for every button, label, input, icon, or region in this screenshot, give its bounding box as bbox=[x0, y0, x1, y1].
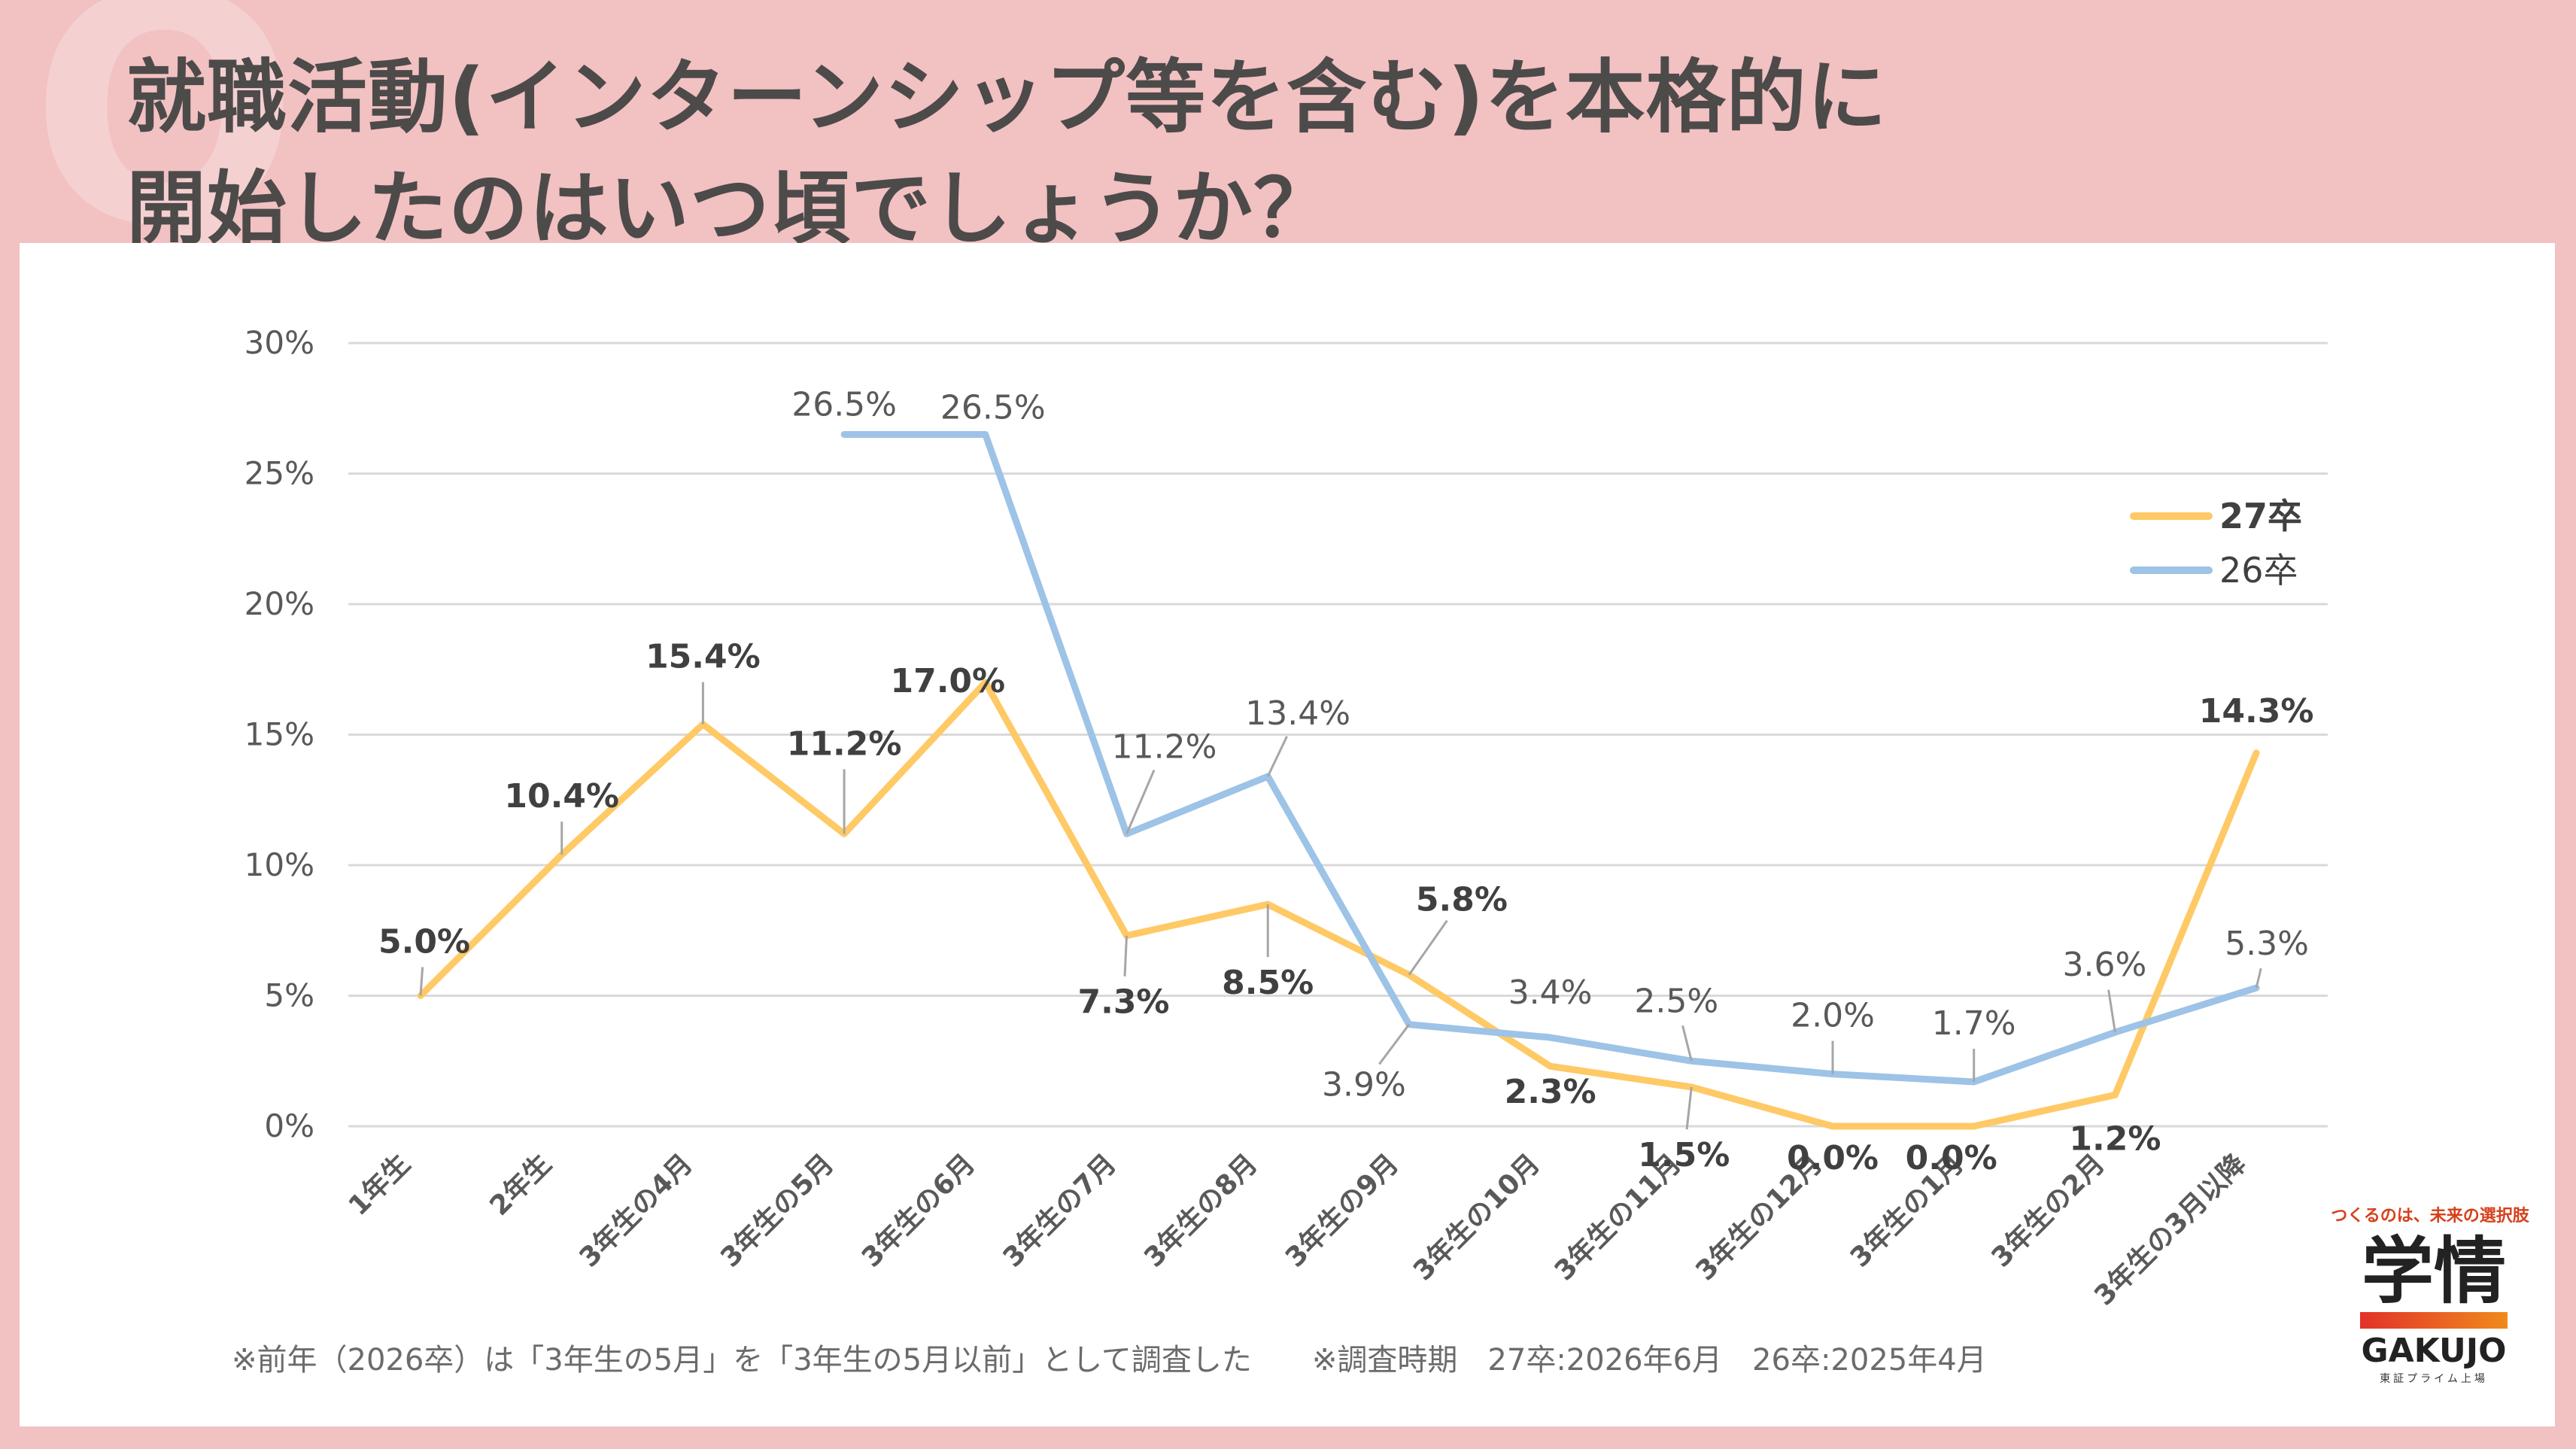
data-labels: 5.0% 10.4% 15.4% 11.2% 17.0% 7.3% 8.5% 5.8% 2.3%… bbox=[378, 385, 2313, 1177]
label-leader bbox=[2255, 968, 2262, 989]
y-tick-label: 0% bbox=[264, 1107, 314, 1144]
logo-tagline: つくるのは、未来の選択肢 bbox=[2331, 1207, 2529, 1226]
x-tick-label: 3年生の3月以降 bbox=[2088, 1148, 2252, 1311]
x-tick-label: 3年生の8月 bbox=[1138, 1148, 1263, 1273]
data-label: 11.2% bbox=[1112, 728, 1217, 766]
data-label: 13.4% bbox=[1245, 694, 1350, 733]
x-tick-label: 3年生の10月 bbox=[1408, 1148, 1546, 1286]
y-tick-label: 30% bbox=[245, 324, 314, 361]
y-tick-label: 10% bbox=[245, 846, 314, 883]
grid-lines bbox=[348, 342, 2328, 1128]
data-label: 26.5% bbox=[940, 388, 1046, 427]
y-tick-label: 5% bbox=[264, 977, 314, 1014]
label-leader bbox=[419, 967, 424, 996]
page-title-line1: 就職活動(インターンシップ等を含む)を本格的に bbox=[126, 51, 1888, 144]
x-tick-label: 2年生 bbox=[484, 1148, 557, 1222]
line-chart: 0%5%10%15%20%25%30% 1年生 2年生 3年生の4月 3年生の5月 3年… bbox=[245, 324, 2328, 1312]
data-label: 11.2% bbox=[787, 724, 902, 763]
x-tick-label: 1年生 bbox=[343, 1148, 417, 1222]
label-leader bbox=[1681, 1025, 1693, 1062]
page-title-line2: 開始したのはいつ頃でしょうか？ bbox=[126, 163, 1334, 255]
label-leader bbox=[1123, 935, 1128, 977]
logo-name: GAKUJO bbox=[2361, 1332, 2507, 1370]
series-line-previous bbox=[840, 430, 2260, 1086]
data-label: 2.5% bbox=[1634, 982, 1718, 1020]
y-tick-label: 20% bbox=[245, 585, 314, 622]
y-axis-ticks: 0% 5% 10% 15% 20% 25% 30% bbox=[245, 324, 314, 1144]
data-label: 7.3% bbox=[1077, 983, 1169, 1022]
data-label: 17.0% bbox=[890, 662, 1005, 700]
x-tick-label: 3年生の4月 bbox=[574, 1148, 699, 1273]
decorative-q-glyph: Q bbox=[30, 0, 299, 296]
data-label: 3.6% bbox=[2063, 946, 2147, 984]
data-label: 3.4% bbox=[1508, 974, 1593, 1012]
data-label: 1.5% bbox=[1638, 1136, 1730, 1174]
series-lines bbox=[417, 430, 2260, 1130]
data-label: 1.2% bbox=[2069, 1119, 2161, 1158]
label-leader bbox=[1685, 1086, 1693, 1130]
data-label: 5.3% bbox=[2225, 925, 2309, 963]
data-label: 26.5% bbox=[791, 385, 897, 424]
label-leader bbox=[1125, 769, 1156, 834]
data-label: 2.3% bbox=[1505, 1073, 1596, 1111]
data-label: 5.8% bbox=[1416, 881, 1508, 919]
data-label: 10.4% bbox=[504, 777, 619, 816]
x-tick-label: 3年生の6月 bbox=[856, 1148, 981, 1273]
footnote: ※前年（2026卒）は「3年生の5月」を「3年生の5月以前」として調査した ※調… bbox=[232, 1343, 1987, 1378]
data-label: 2.0% bbox=[1791, 997, 1875, 1035]
label-leader bbox=[1408, 919, 1448, 976]
label-leader-lines bbox=[419, 682, 2262, 1130]
logo-color-bar bbox=[2360, 1312, 2508, 1329]
data-label: 5.0% bbox=[378, 923, 470, 961]
y-tick-label: 25% bbox=[245, 455, 314, 492]
data-label: 0.0% bbox=[1906, 1139, 1997, 1177]
logo-mark: 学情 bbox=[2362, 1229, 2506, 1314]
x-tick-label: 3年生の5月 bbox=[715, 1148, 840, 1273]
gakujo-logo: つくるのは、未来の選択肢 学情 GAKUJO 東証プライム上場 bbox=[2321, 1202, 2547, 1413]
label-leader bbox=[1266, 736, 1288, 777]
legend-label: 26卒 bbox=[2219, 550, 2298, 591]
y-tick-label: 15% bbox=[245, 716, 314, 753]
x-tick-label: 3年生の9月 bbox=[1280, 1148, 1405, 1273]
legend-label: 27卒 bbox=[2219, 496, 2302, 536]
x-tick-label: 3年生の7月 bbox=[998, 1148, 1122, 1273]
logo-subtitle: 東証プライム上場 bbox=[2380, 1373, 2488, 1385]
data-label: 14.3% bbox=[2199, 692, 2314, 731]
data-label: 8.5% bbox=[1222, 964, 1314, 1002]
data-label: 1.7% bbox=[1932, 1004, 2016, 1043]
data-label: 3.9% bbox=[1322, 1066, 1406, 1104]
data-label: 15.4% bbox=[646, 638, 761, 676]
page-title: 就職活動(インターンシップ等を含む)を本格的に 開始したのはいつ頃でしょうか？ bbox=[126, 42, 2158, 265]
data-label: 0.0% bbox=[1787, 1139, 1879, 1177]
chart-card: 0% 5% 10% 15% 20% 25% 30% 1年生 2年生 3年生の4月 3年生の5月 3年… bbox=[20, 243, 2555, 1426]
x-tick-label: 3年生の2月 bbox=[1986, 1148, 2111, 1273]
series-line-current bbox=[417, 679, 2260, 1130]
label-leader bbox=[2107, 989, 2116, 1033]
label-leader bbox=[1378, 1023, 1411, 1065]
